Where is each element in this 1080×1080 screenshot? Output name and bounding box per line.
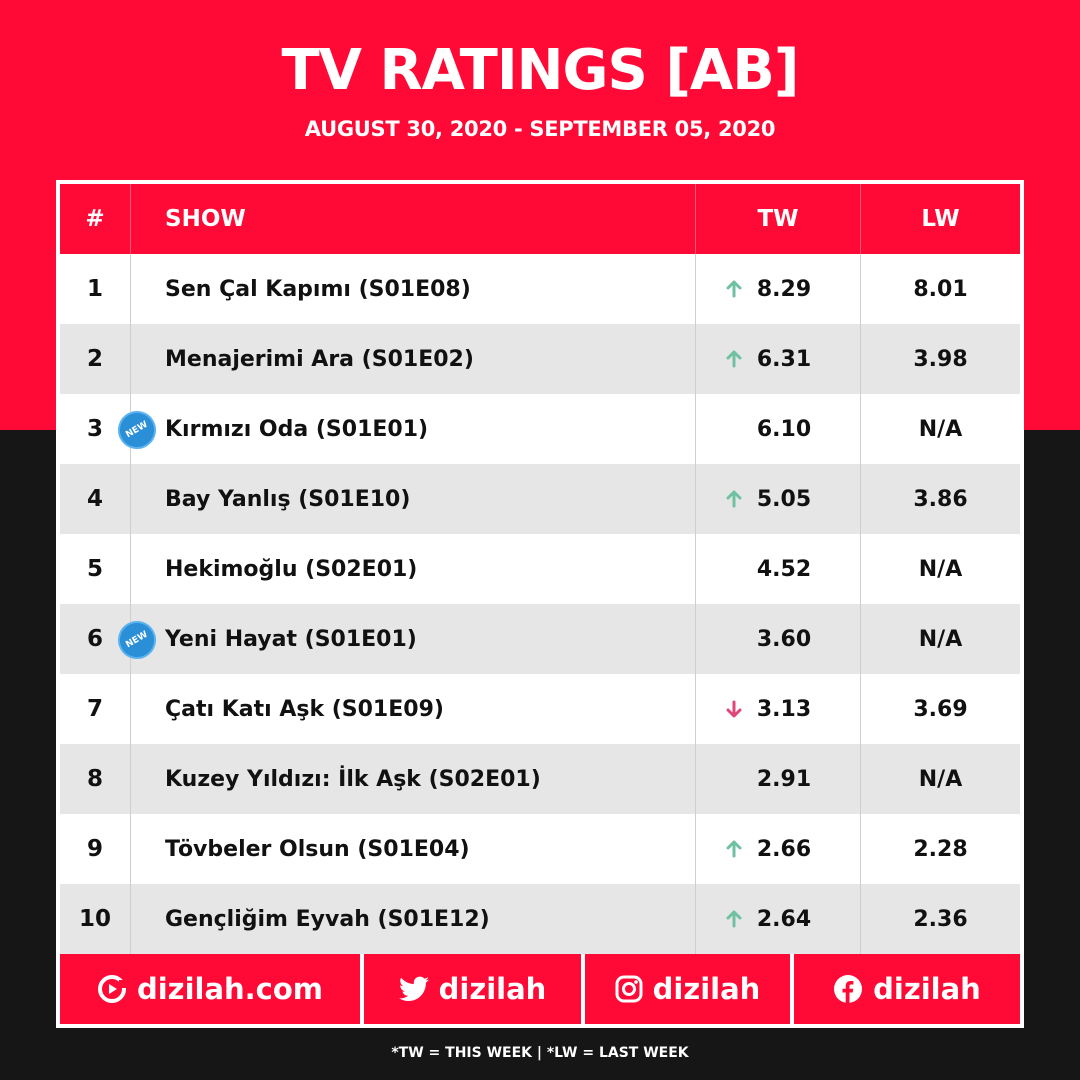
- website-link[interactable]: dizilah.com: [60, 954, 360, 1024]
- table-row: 8 Kuzey Yıldızı: İlk Aşk (S02E01) 2.91 N/A: [60, 744, 1020, 814]
- show-title: Tövbeler Olsun (S01E04): [131, 814, 696, 884]
- tw-rating-cell: 2.64: [696, 884, 861, 954]
- facebook-label: dizilah: [873, 972, 981, 1006]
- lw-rating-value: 8.01: [913, 276, 968, 302]
- tw-rating-cell: 2.91: [696, 744, 861, 814]
- table-row: 4 Bay Yanlış (S01E10) 5.05 3.86: [60, 464, 1020, 534]
- rank-value: 1: [86, 276, 103, 302]
- tw-rating-cell: 4.52: [696, 534, 861, 604]
- rank-cell: 5: [60, 534, 131, 604]
- show-title: Bay Yanlış (S01E10): [131, 464, 696, 534]
- lw-rating-value: 2.28: [913, 836, 968, 862]
- rank-cell: 9: [60, 814, 131, 884]
- rank-cell: 8: [60, 744, 131, 814]
- lw-rating-value: 3.69: [913, 696, 968, 722]
- facebook-link[interactable]: dizilah: [794, 954, 1020, 1024]
- twitter-icon: [398, 976, 429, 1001]
- table-row: 7 Çatı Katı Aşk (S01E09) 3.13 3.69: [60, 674, 1020, 744]
- lw-rating-value: N/A: [918, 556, 963, 582]
- rank-cell: 10: [60, 884, 131, 954]
- arrow-down-icon: [726, 700, 742, 718]
- column-header-tw: TW: [696, 184, 861, 254]
- page-title: TV RATINGS [AB]: [281, 38, 799, 103]
- instagram-link[interactable]: dizilah: [585, 954, 790, 1024]
- rank-value: 2: [86, 346, 103, 372]
- rank-value: 9: [86, 836, 103, 862]
- instagram-icon: [615, 975, 643, 1003]
- table-row: 2 Menajerimi Ara (S01E02) 6.31 3.98: [60, 324, 1020, 394]
- rank-cell: 2: [60, 324, 131, 394]
- lw-rating-value: 2.36: [913, 906, 968, 932]
- show-title: Menajerimi Ara (S01E02): [131, 324, 696, 394]
- show-title: Çatı Katı Aşk (S01E09): [131, 674, 696, 744]
- show-title: Yeni Hayat (S01E01): [131, 604, 696, 674]
- tw-rating-value: 5.05: [756, 486, 812, 512]
- lw-rating-value: N/A: [918, 626, 963, 652]
- column-header-rank: #: [60, 184, 131, 254]
- tw-rating-cell: 3.13: [696, 674, 861, 744]
- column-header-lw: LW: [921, 206, 960, 232]
- rank-value: 6: [86, 626, 103, 652]
- table-row: 1 Sen Çal Kapımı (S01E08) 8.29 8.01: [60, 254, 1020, 324]
- rank-value: 8: [86, 766, 103, 792]
- rank-cell: 6 NEW: [60, 604, 163, 674]
- tw-rating-cell: 8.29: [696, 254, 861, 324]
- arrow-up-icon: [726, 490, 742, 508]
- tw-rating-cell: 5.05: [696, 464, 861, 534]
- rank-value: 3: [86, 416, 103, 442]
- tw-rating-value: 3.13: [756, 696, 812, 722]
- rank-value: 10: [78, 906, 111, 932]
- rank-cell: 7: [60, 674, 131, 744]
- show-title: Gençliğim Eyvah (S01E12): [131, 884, 696, 954]
- tw-rating-cell: 2.66: [696, 814, 861, 884]
- ratings-card: # SHOW TW LW 1 Sen Çal Kapımı (S01E08) 8.2…: [56, 180, 1024, 1028]
- table-row: 3 NEW Kırmızı Oda (S01E01) 6.10 N/A: [60, 394, 1020, 464]
- table-row: 6 NEW Yeni Hayat (S01E01) 3.60 N/A: [60, 604, 1020, 674]
- website-label: dizilah.com: [136, 972, 324, 1006]
- tw-rating-value: 6.10: [756, 416, 812, 442]
- rank-value: 5: [86, 556, 103, 582]
- rank-value: 7: [86, 696, 103, 722]
- tw-rating-value: 8.29: [756, 276, 812, 302]
- tw-rating-value: 2.66: [756, 836, 812, 862]
- arrow-up-icon: [726, 350, 742, 368]
- lw-rating-value: N/A: [918, 416, 963, 442]
- twitter-label: dizilah: [438, 972, 547, 1006]
- show-title: Hekimoğlu (S02E01): [131, 534, 696, 604]
- rank-cell: 1: [60, 254, 131, 324]
- tw-rating-value: 6.31: [756, 346, 812, 372]
- social-footer: dizilah.com dizilah dizilah dizilah: [60, 954, 1020, 1024]
- tw-rating-cell: 3.60: [696, 604, 861, 674]
- twitter-link[interactable]: dizilah: [364, 954, 581, 1024]
- table-row: 9 Tövbeler Olsun (S01E04) 2.66 2.28: [60, 814, 1020, 884]
- tw-rating-value: 2.91: [756, 766, 812, 792]
- dizilah-logo-icon: [97, 975, 127, 1003]
- arrow-up-icon: [726, 910, 742, 928]
- tw-rating-cell: 6.10: [696, 394, 861, 464]
- show-title: Kuzey Yıldızı: İlk Aşk (S02E01): [131, 744, 696, 814]
- rank-cell: 3 NEW: [60, 394, 163, 464]
- date-range: AUGUST 30, 2020 - SEPTEMBER 05, 2020: [304, 117, 776, 141]
- tw-rating-value: 4.52: [756, 556, 812, 582]
- instagram-label: dizilah: [652, 972, 761, 1006]
- show-title: Kırmızı Oda (S01E01): [131, 394, 696, 464]
- rank-cell: 4: [60, 464, 131, 534]
- lw-rating-value: N/A: [918, 766, 963, 792]
- column-header-show: SHOW: [131, 184, 696, 254]
- tw-rating-value: 2.64: [756, 906, 812, 932]
- tw-rating-value: 3.60: [756, 626, 812, 652]
- arrow-up-icon: [726, 840, 742, 858]
- facebook-icon: [834, 975, 863, 1003]
- table-row: 10 Gençliğim Eyvah (S01E12) 2.64 2.36: [60, 884, 1020, 954]
- legend-note: *TW = THIS WEEK | *LW = LAST WEEK: [391, 1045, 689, 1061]
- rank-value: 4: [86, 486, 103, 512]
- table-header-row: # SHOW TW LW: [60, 184, 1020, 254]
- tw-rating-cell: 6.31: [696, 324, 861, 394]
- ratings-table: # SHOW TW LW 1 Sen Çal Kapımı (S01E08) 8.2…: [60, 184, 1020, 954]
- arrow-up-icon: [726, 280, 742, 298]
- table-row: 5 Hekimoğlu (S02E01) 4.52 N/A: [60, 534, 1020, 604]
- lw-rating-value: 3.86: [913, 486, 968, 512]
- lw-rating-value: 3.98: [913, 346, 968, 372]
- show-title: Sen Çal Kapımı (S01E08): [131, 254, 696, 324]
